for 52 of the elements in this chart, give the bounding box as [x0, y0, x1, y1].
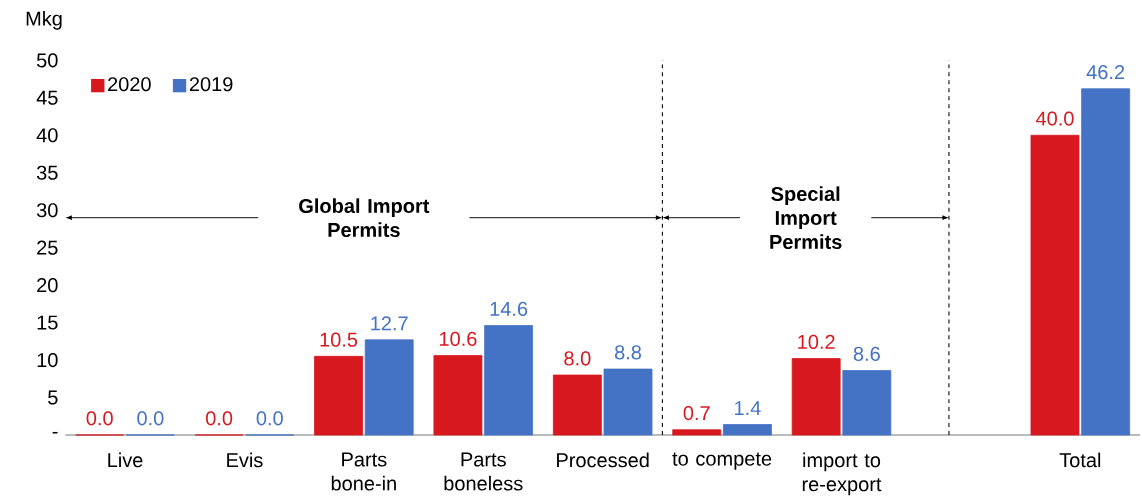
bar	[1030, 134, 1080, 436]
y-tick-label: 15	[37, 315, 58, 330]
bar	[603, 368, 653, 436]
y-tick-label: 45	[36, 90, 58, 105]
data-label: 10.2	[798, 334, 835, 349]
y-tick-label: 50	[36, 53, 58, 68]
data-label: 40.0	[1035, 111, 1074, 126]
bar	[1081, 88, 1131, 436]
data-label: 10.6	[439, 331, 477, 346]
y-tick-label: 30	[36, 203, 58, 218]
data-label: 1.4	[735, 401, 761, 415]
bar	[484, 325, 533, 436]
legend-label: 2019	[189, 77, 233, 92]
x-tick-label: Evis	[227, 452, 263, 468]
data-label: 0.0	[86, 411, 113, 426]
y-tick-label: 20	[37, 278, 58, 293]
x-tick-label: Live	[108, 452, 143, 468]
bar	[314, 355, 363, 436]
y-tick-label: -	[52, 431, 58, 434]
bar	[791, 358, 841, 436]
data-label: 46.2	[1086, 65, 1125, 80]
x-tick-label: Parts bone-in	[331, 452, 396, 491]
data-label: 14.6	[490, 301, 528, 316]
y-axis-title: Mkg	[26, 11, 62, 30]
bar	[433, 355, 483, 436]
data-label: 8.6	[853, 346, 880, 361]
x-tick-label: import to re-export	[802, 452, 882, 496]
data-label: 10.5	[320, 332, 358, 347]
x-tick-label: to compete	[672, 452, 772, 470]
annotation: Global Import Permits	[299, 198, 430, 238]
data-label: 0.0	[206, 411, 233, 426]
bar	[842, 370, 892, 436]
y-tick-label: 40	[36, 128, 58, 143]
data-label: 8.8	[614, 345, 642, 360]
x-tick-label: Total	[1059, 452, 1101, 468]
bar	[364, 339, 414, 436]
data-label: 0.7	[683, 406, 710, 421]
data-label: 8.0	[564, 351, 591, 366]
data-label: 0.0	[256, 411, 283, 426]
y-tick-label: 10	[37, 352, 58, 368]
x-tick-label: Parts boneless	[444, 452, 523, 491]
y-tick-label: 5	[48, 390, 58, 405]
legend-label: 2020	[108, 77, 151, 92]
annotation: Special Import Permits	[770, 186, 842, 250]
data-label: 12.7	[371, 316, 408, 331]
bar	[723, 424, 772, 436]
data-label: 0.0	[137, 411, 164, 426]
y-tick-label: 35	[36, 165, 58, 180]
x-tick-label: Processed	[557, 452, 649, 468]
y-tick-label: 25	[37, 240, 58, 255]
bar	[672, 429, 722, 436]
bar	[552, 374, 602, 436]
